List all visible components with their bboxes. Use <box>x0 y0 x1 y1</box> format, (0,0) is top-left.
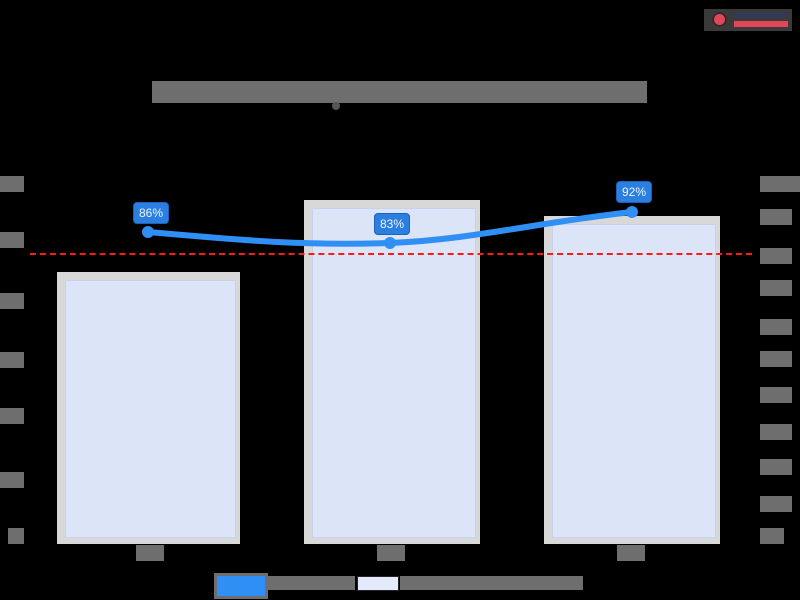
title-descender <box>332 102 340 110</box>
right-axis-label: 0 <box>760 528 784 544</box>
line-point[interactable] <box>384 237 396 249</box>
data-label: 86% <box>133 202 170 224</box>
logo-mark-icon <box>712 12 727 27</box>
right-axis-label <box>760 424 792 440</box>
left-axis-label <box>0 408 24 424</box>
left-axis-label: 0 <box>8 528 24 544</box>
chart-title: [illegible chart title] <box>152 81 647 103</box>
x-axis-label: [illegible] <box>617 545 645 561</box>
legend-label-line[interactable]: [illegible] <box>265 576 355 590</box>
left-axis-label <box>0 352 24 368</box>
logo-text-line1 <box>734 12 788 18</box>
right-axis-label <box>760 459 792 475</box>
data-label: 83% <box>374 213 411 235</box>
legend-label-bar[interactable]: [illegible] <box>400 576 583 590</box>
bar-category-1[interactable] <box>57 272 240 544</box>
right-axis-label <box>760 351 792 367</box>
brand-logo <box>704 9 792 31</box>
right-axis-label <box>760 248 792 264</box>
left-axis-label <box>0 232 24 248</box>
line-point[interactable] <box>626 206 638 218</box>
data-label: 92% <box>616 181 653 203</box>
right-axis-label <box>760 280 792 296</box>
right-axis-label <box>760 496 792 512</box>
logo-text-line2 <box>734 21 788 27</box>
right-axis-label <box>760 387 792 403</box>
right-axis-label <box>760 209 792 225</box>
legend-swatch-bar[interactable] <box>357 576 399 591</box>
left-axis-label <box>0 472 24 488</box>
left-axis-label <box>0 293 24 309</box>
bar-category-2[interactable] <box>304 200 480 544</box>
reference-line <box>30 253 752 255</box>
x-axis-label: [illegible] <box>136 545 164 561</box>
bar-category-3[interactable] <box>544 216 720 544</box>
right-axis-label <box>760 319 792 335</box>
x-axis-label: [illegible] <box>377 545 405 561</box>
right-axis-label <box>760 176 800 192</box>
legend-swatch-line[interactable] <box>214 573 268 599</box>
line-point[interactable] <box>142 226 154 238</box>
left-axis-label <box>0 176 24 192</box>
